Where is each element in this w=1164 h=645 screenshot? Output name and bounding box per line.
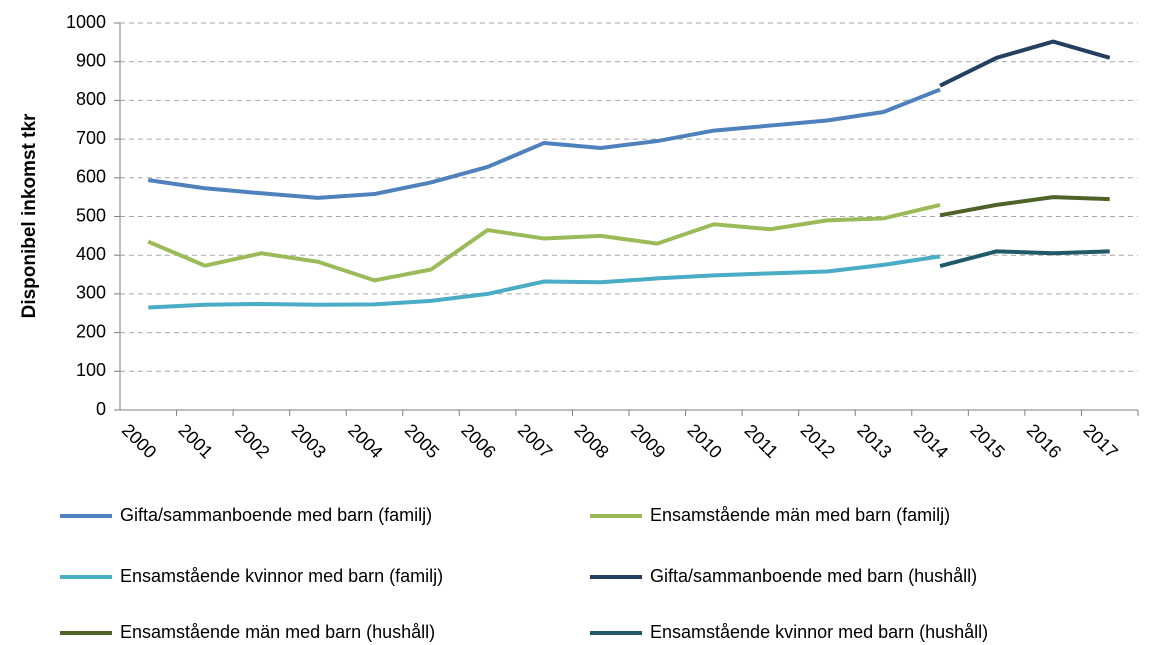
series-line [147,202,941,283]
x-tick-label: 2015 [966,420,1008,462]
y-tick-label: 400 [76,244,106,264]
x-tick-label: 2008 [570,420,612,462]
x-tick-label: 2017 [1079,420,1121,462]
x-tick-label: 2013 [853,420,895,462]
series-line [148,254,941,310]
series-line [147,87,941,200]
x-tick-label: 2014 [910,420,952,462]
y-tick-label: 1000 [66,12,106,32]
y-tick-label: 0 [96,399,106,419]
x-tick-label: 2002 [231,420,273,462]
y-tick-label: 700 [76,128,106,148]
x-tick-label: 2012 [797,420,839,462]
legend-label: Gifta/sammanboende med barn (hushåll) [650,566,977,586]
y-tick-label: 500 [76,205,106,225]
y-tick-label: 200 [76,321,106,341]
legend-label: Ensamstående män med barn (familj) [650,505,950,525]
x-tick-label: 2009 [627,420,669,462]
x-tick-label: 2006 [457,420,499,462]
x-tick-label: 2010 [683,420,725,462]
series-line [939,195,1110,218]
y-tick-label: 600 [76,167,106,187]
y-axis-label: Disponibel inkomst tkr [19,113,40,318]
legend-label: Ensamstående kvinnor med barn (hushåll) [650,622,988,642]
legend-label: Gifta/sammanboende med barn (familj) [120,505,432,525]
y-tick-label: 900 [76,50,106,70]
x-tick-label: 2016 [1023,420,1065,462]
y-tick-label: 300 [76,283,106,303]
series-line [939,39,1111,88]
x-tick-label: 2001 [174,420,216,462]
y-tick-label: 800 [76,89,106,109]
x-tick-label: 2007 [514,420,556,462]
series-line [939,249,1110,268]
x-tick-label: 2004 [344,420,386,462]
y-tick-label: 100 [76,360,106,380]
legend-label: Ensamstående män med barn (hushåll) [120,622,435,642]
x-tick-label: 2000 [118,420,160,462]
legend-label: Ensamstående kvinnor med barn (familj) [120,566,443,586]
x-tick-label: 2003 [288,420,330,462]
x-tick-label: 2011 [741,420,783,462]
x-tick-label: 2005 [401,420,443,462]
